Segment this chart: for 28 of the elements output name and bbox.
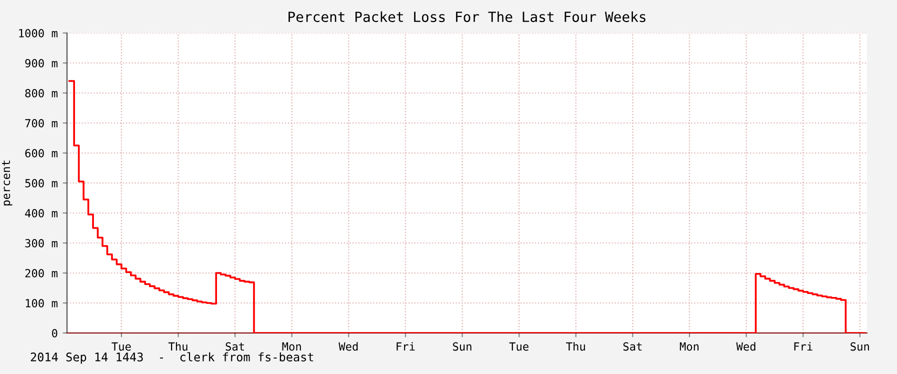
x-tick-label: Mon bbox=[282, 342, 301, 351]
x-tick-label: Sun bbox=[452, 342, 472, 351]
y-tick-label: 200 m bbox=[25, 269, 58, 278]
x-tick-label: Tue bbox=[112, 342, 131, 351]
y-tick-label: 700 m bbox=[25, 119, 58, 128]
y-tick-label: 900 m bbox=[25, 59, 58, 68]
chart-title: Percent Packet Loss For The Last Four Weeks bbox=[288, 11, 646, 22]
x-tick-label: Mon bbox=[680, 342, 699, 351]
y-tick-label: 600 m bbox=[25, 149, 58, 158]
y-tick-label: 500 m bbox=[25, 179, 58, 188]
x-tick-label: Fri bbox=[794, 342, 812, 351]
y-axis-title: percent bbox=[2, 160, 12, 206]
text: 2014 Sep 14 1443 - clerk from fs-beast bbox=[30, 352, 314, 364]
y-tick-label: 1000 m bbox=[19, 29, 58, 38]
y-tick-label: 400 m bbox=[25, 209, 58, 218]
x-tick-label: Fri bbox=[396, 342, 415, 351]
x-tick-label: Wed bbox=[338, 342, 358, 351]
y-tick-label: 100 m bbox=[26, 299, 58, 308]
x-tick-label: Sun bbox=[850, 342, 869, 351]
x-tick-label: Wed bbox=[736, 342, 756, 351]
y-tick-label: 300 m bbox=[25, 239, 58, 248]
y-tick-label: 0 bbox=[52, 329, 58, 338]
x-tick-label: Thu bbox=[168, 342, 188, 351]
x-tick-label: Sat bbox=[226, 342, 244, 351]
x-tick-label: Sat bbox=[623, 342, 642, 351]
y-tick-label: 800 m bbox=[25, 89, 58, 98]
x-tick-label: Thu bbox=[566, 342, 585, 351]
x-tick-label: Tue bbox=[509, 342, 528, 351]
